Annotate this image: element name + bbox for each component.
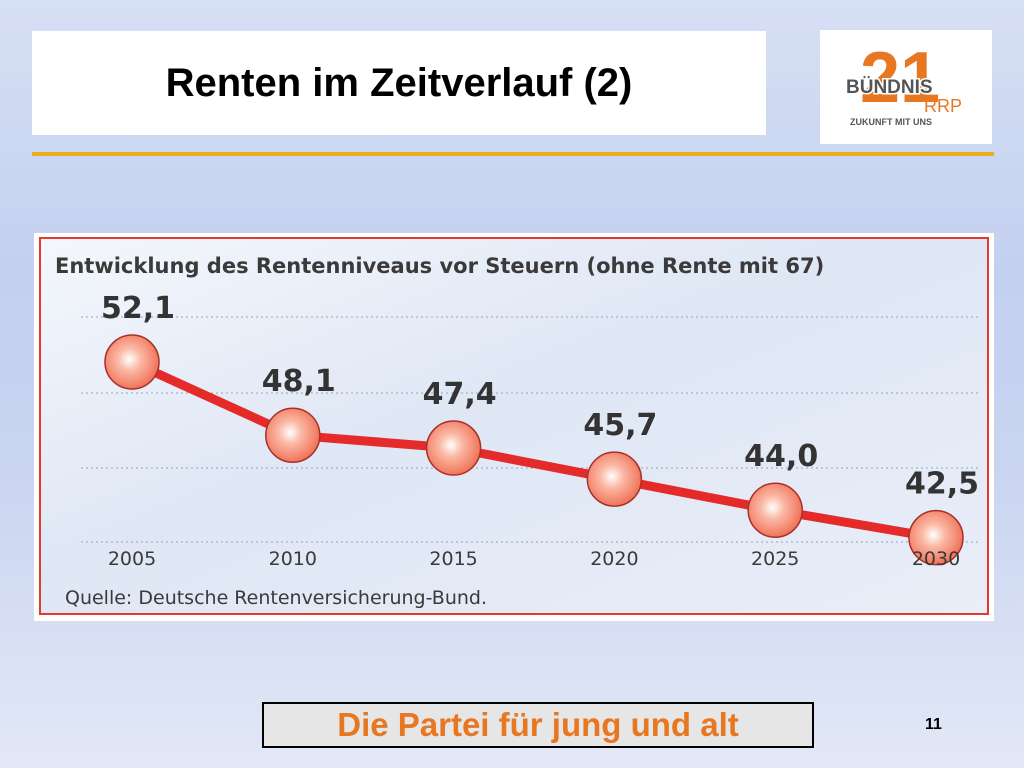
- logo-graphic: 21 BÜNDNIS RRP ZUKUNFT MIT UNS: [845, 38, 963, 127]
- data-point-2030: [908, 509, 964, 566]
- party-logo: 21 BÜNDNIS RRP ZUKUNFT MIT UNS: [820, 30, 992, 144]
- page-number: 11: [925, 716, 942, 733]
- chart-container: Entwicklung des Rentenniveaus vor Steuer…: [39, 237, 989, 615]
- logo-suffix: RRP: [924, 96, 962, 116]
- data-label-2025: 44,0: [744, 439, 818, 474]
- slogan-text: Die Partei für jung und alt: [337, 706, 739, 743]
- data-point-2015: [425, 420, 482, 476]
- x-tick-2020: 2020: [590, 548, 638, 570]
- data-label-2020: 45,7: [583, 408, 657, 443]
- chart-source: Quelle: Deutsche Rentenversicherung-Bund…: [65, 587, 487, 609]
- x-tick-2030: 2030: [912, 548, 960, 570]
- data-point-2010: [265, 407, 321, 463]
- chart-background: [41, 239, 987, 613]
- slogan-box: Die Partei für jung und alt: [262, 702, 814, 748]
- x-axis-ticks: 2005 2010 2015 2020 2025 2030: [108, 548, 960, 570]
- slide-title: Renten im Zeitverlauf (2): [165, 60, 633, 105]
- x-tick-2005: 2005: [108, 548, 156, 570]
- x-tick-2015: 2015: [429, 548, 477, 570]
- logo-number: 21: [860, 38, 940, 118]
- title-box: Renten im Zeitverlauf (2): [32, 31, 766, 135]
- x-tick-2025: 2025: [751, 548, 799, 570]
- data-point-2005: [104, 334, 160, 390]
- x-tick-2010: 2010: [269, 548, 317, 570]
- data-label-2005: 52,1: [101, 291, 175, 326]
- gridlines: [81, 316, 981, 543]
- data-label-2010: 48,1: [262, 364, 336, 399]
- chart-title: Entwicklung des Rentenniveaus vor Steuer…: [55, 254, 824, 278]
- accent-rule: [32, 152, 994, 156]
- data-label-2015: 47,4: [423, 377, 497, 412]
- data-point-2020: [586, 451, 643, 507]
- logo-word: BÜNDNIS: [846, 77, 933, 98]
- pension-level-chart: Entwicklung des Rentenniveaus vor Steuer…: [41, 239, 987, 613]
- data-point-2025: [747, 482, 803, 538]
- logo-tagline: ZUKUNFT MIT UNS: [850, 117, 932, 127]
- data-label-2030: 42,5: [905, 467, 979, 502]
- data-markers: [104, 334, 964, 566]
- data-labels: 52,1 48,1 47,4 45,7 44,0 42,5: [101, 291, 979, 502]
